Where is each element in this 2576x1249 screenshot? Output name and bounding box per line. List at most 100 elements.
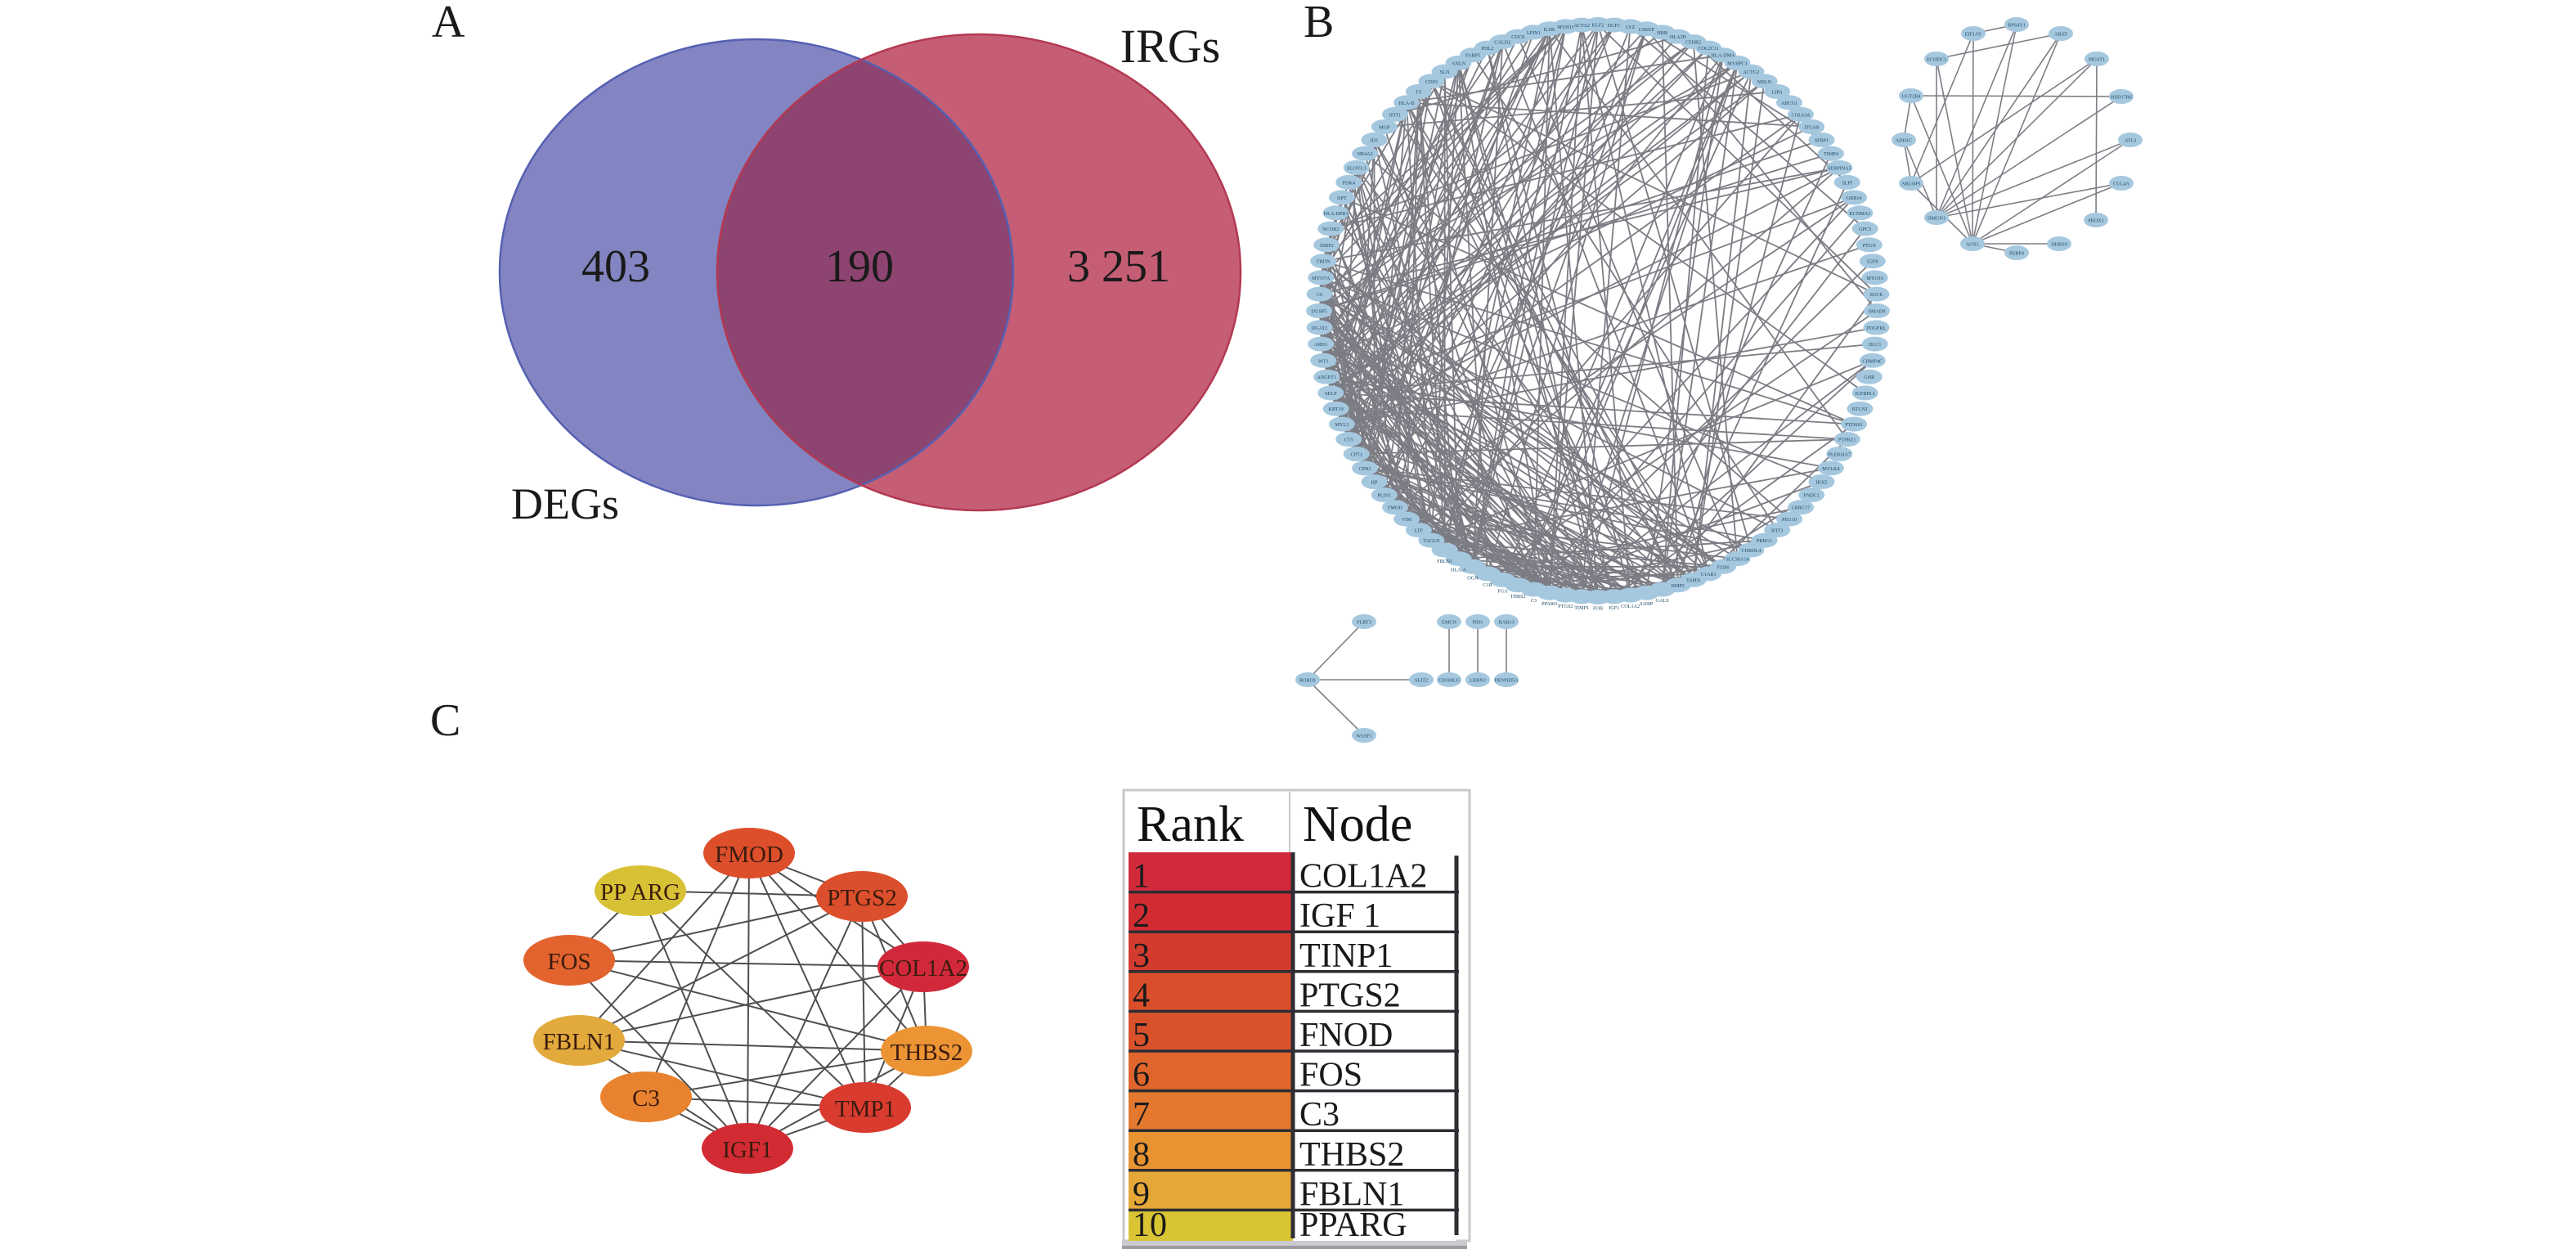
svg-text:PTGS2: PTGS2	[827, 885, 896, 911]
svg-text:MYBPC1: MYBPC1	[1727, 61, 1748, 66]
svg-text:FMOD: FMOD	[715, 842, 783, 868]
svg-text:LIPA: LIPA	[1772, 89, 1784, 95]
svg-text:RAB13: RAB13	[1499, 620, 1515, 626]
svg-text:6: 6	[1133, 1057, 1150, 1094]
svg-text:TY: TY	[1416, 89, 1423, 95]
svg-text:FABP5: FABP5	[1465, 53, 1480, 59]
svg-text:HSD17B6: HSD17B6	[2111, 95, 2132, 101]
svg-text:DENND5A: DENND5A	[1494, 678, 1519, 684]
svg-text:CPB2: CPB2	[1359, 466, 1371, 472]
svg-text:LRRN3: LRRN3	[1470, 678, 1486, 684]
svg-text:IGFBPL1: IGFBPL1	[1855, 391, 1874, 397]
svg-text:TINP1: TINP1	[1299, 937, 1393, 975]
svg-text:OGN: OGN	[1467, 575, 1479, 581]
svg-text:SMAD9: SMAD9	[1869, 309, 1886, 315]
svg-text:FNDC1: FNDC1	[1803, 493, 1820, 499]
svg-text:EMCN: EMCN	[1442, 620, 1456, 626]
svg-text:TRDN: TRDN	[1317, 259, 1331, 265]
svg-text:PTPRZ1: PTPRZ1	[1838, 438, 1856, 443]
svg-text:FZD6: FZD6	[1717, 564, 1730, 570]
svg-text:SLPI: SLPI	[1842, 180, 1852, 186]
svg-text:THBS2: THBS2	[891, 1040, 963, 1066]
svg-text:GALS: GALS	[1656, 598, 1670, 604]
svg-text:IGF 1: IGF 1	[1299, 897, 1380, 935]
svg-text:ABAT: ABAT	[2054, 32, 2067, 38]
svg-text:PEBP4: PEBP4	[2009, 251, 2024, 257]
svg-text:B: B	[1304, 0, 1334, 47]
svg-text:FMOD: FMOD	[1388, 505, 1402, 511]
svg-text:C: C	[430, 695, 460, 746]
svg-text:COL6A6: COL6A6	[1791, 112, 1810, 118]
svg-text:DEGs: DEGs	[511, 479, 619, 528]
svg-text:PLEKHA7: PLEKHA7	[1829, 452, 1851, 458]
svg-text:LYZ: LYZ	[1626, 25, 1636, 30]
svg-text:ADH1C: ADH1C	[1896, 138, 1913, 144]
svg-text:PDGFRL: PDGFRL	[1867, 326, 1887, 331]
svg-text:TIMP1: TIMP1	[1574, 605, 1589, 611]
svg-text:FNOD: FNOD	[1299, 1017, 1393, 1054]
svg-text:ARL6IP1: ARL6IP1	[1901, 182, 1921, 187]
svg-text:TMP1: TMP1	[835, 1096, 895, 1122]
svg-text:DPT: DPT	[1337, 195, 1347, 201]
svg-text:FBLN1: FBLN1	[543, 1029, 616, 1055]
svg-text:1: 1	[1133, 858, 1150, 896]
svg-text:FBLN1: FBLN1	[1299, 1175, 1404, 1213]
svg-text:PTDSS1: PTDSS1	[1845, 422, 1863, 428]
svg-text:SLC36A14: SLC36A14	[1726, 557, 1748, 563]
svg-text:190: 190	[825, 241, 894, 292]
svg-text:IGF1: IGF1	[1609, 605, 1619, 611]
svg-text:HP: HP	[1371, 480, 1378, 486]
svg-text:CD300LG: CD300LG	[1438, 678, 1461, 684]
svg-text:FOS: FOS	[547, 949, 590, 975]
svg-text:3: 3	[1133, 937, 1150, 975]
svg-text:ID1: ID1	[1371, 138, 1379, 144]
svg-text:PTGS2: PTGS2	[1558, 604, 1573, 609]
svg-text:SGCE: SGCE	[1869, 292, 1883, 298]
svg-text:PPARO: PPARO	[1542, 601, 1558, 607]
svg-text:KCNMA1: KCNMA1	[1849, 211, 1870, 217]
svg-text:KRT19: KRT19	[1328, 407, 1343, 412]
svg-text:HBB: HBB	[1657, 30, 1667, 36]
svg-text:2: 2	[1133, 897, 1150, 935]
svg-text:LTF: LTF	[1415, 528, 1424, 534]
svg-text:PRDX1: PRDX1	[2088, 218, 2104, 224]
svg-text:ANGPT1: ANGPT1	[1317, 375, 1336, 380]
svg-text:3 251: 3 251	[1067, 241, 1170, 292]
svg-text:PDK4: PDK4	[1343, 180, 1355, 186]
svg-text:SELP: SELP	[1325, 391, 1337, 397]
svg-text:PLIN1: PLIN1	[1377, 493, 1391, 499]
svg-text:MYL3: MYL3	[1335, 422, 1349, 428]
svg-text:PPARG: PPARG	[1299, 1206, 1407, 1244]
svg-text:PEG10: PEG10	[1782, 517, 1797, 523]
svg-text:PP ARG: PP ARG	[600, 879, 680, 905]
svg-text:Rank: Rank	[1137, 797, 1244, 852]
svg-text:IRGs: IRGs	[1120, 20, 1220, 73]
svg-text:ABCG1: ABCG1	[1781, 101, 1797, 106]
svg-text:SFRP1: SFRP1	[1815, 138, 1829, 144]
svg-text:HMGN1: HMGN1	[1928, 216, 1945, 222]
svg-text:FLRT3: FLRT3	[1357, 620, 1371, 626]
svg-text:PTGS2: PTGS2	[1299, 977, 1401, 1014]
svg-text:5: 5	[1133, 1017, 1150, 1054]
svg-text:IFIT3: IFIT3	[1771, 528, 1783, 534]
svg-text:CALD2: CALD2	[1494, 40, 1510, 46]
svg-text:S100P: S100P	[1640, 601, 1654, 607]
svg-text:CUL4A: CUL4A	[2113, 182, 2129, 187]
svg-text:BMP5: BMP5	[1672, 583, 1685, 589]
svg-text:MGP: MGP	[1379, 125, 1390, 131]
svg-text:DLC1: DLC1	[1869, 342, 1881, 348]
svg-text:CHMP4C: CHMP4C	[1862, 358, 1883, 364]
svg-text:DUSP5: DUSP5	[1312, 309, 1327, 315]
svg-text:ANLN: ANLN	[1452, 61, 1466, 66]
svg-text:TIMP4: TIMP4	[1824, 151, 1838, 157]
svg-text:IRX5: IRX5	[1816, 480, 1828, 486]
svg-text:FOB: FOB	[1593, 606, 1603, 612]
svg-text:GHR: GHR	[1864, 375, 1875, 380]
svg-text:Node: Node	[1303, 797, 1412, 852]
svg-text:FOS: FOS	[1299, 1057, 1362, 1094]
svg-text:NR4A2: NR4A2	[1357, 151, 1372, 157]
svg-text:E2F8: E2F8	[1867, 259, 1878, 265]
svg-text:EIF1AY: EIF1AY	[1965, 32, 1982, 38]
svg-text:MYH11: MYH11	[1557, 25, 1573, 30]
svg-text:PHL2: PHL2	[1482, 46, 1494, 52]
